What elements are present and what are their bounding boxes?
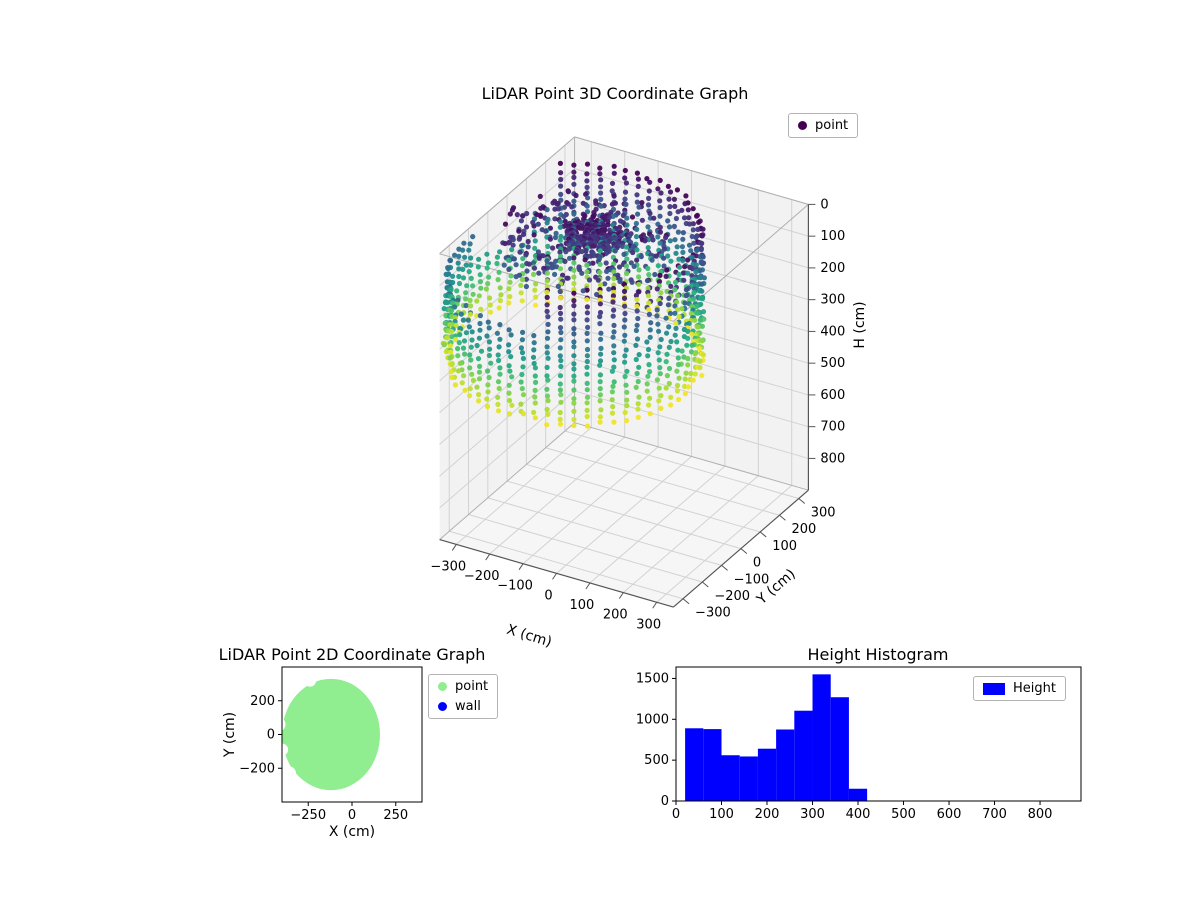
svg-text:300: 300	[811, 506, 836, 521]
svg-text:H (cm): H (cm)	[852, 301, 868, 348]
svg-text:−200: −200	[464, 569, 500, 584]
svg-text:0: 0	[661, 794, 669, 809]
legend-label: point	[455, 679, 489, 694]
plot3d-title: LiDAR Point 3D Coordinate Graph	[481, 84, 749, 103]
svg-text:0: 0	[544, 588, 552, 603]
svg-text:200: 200	[820, 261, 845, 276]
plot2d-legend: point wall	[428, 674, 499, 719]
svg-text:250: 250	[383, 808, 408, 823]
plot2d-canvas: −250 0 250 200 0 −200 X (cm) Y (cm)	[222, 666, 423, 840]
plot2d-title: LiDAR Point 2D Coordinate Graph	[218, 645, 486, 664]
legend-label: Height	[1013, 681, 1056, 696]
svg-text:X (cm): X (cm)	[329, 824, 375, 840]
svg-text:600: 600	[820, 388, 845, 403]
svg-text:1500: 1500	[636, 671, 669, 686]
svg-text:300: 300	[800, 807, 825, 822]
svg-text:−250: −250	[290, 808, 326, 823]
svg-text:Y (cm): Y (cm)	[222, 712, 238, 758]
point-marker-icon	[438, 682, 447, 691]
legend-label: point	[815, 118, 849, 133]
svg-text:0: 0	[820, 197, 828, 212]
point-cloud	[440, 160, 707, 429]
wall-marker-icon	[438, 702, 447, 711]
svg-text:0: 0	[672, 807, 680, 822]
plot3d-legend: point	[788, 113, 859, 138]
svg-text:600: 600	[937, 807, 962, 822]
histogram-legend: Height	[973, 676, 1066, 701]
legend-entry-height: Height	[983, 681, 1056, 696]
point-region	[282, 674, 380, 791]
height-swatch-icon	[983, 682, 1005, 695]
histogram-bars	[685, 674, 868, 801]
svg-text:0: 0	[267, 728, 275, 743]
svg-text:300: 300	[820, 293, 845, 308]
svg-text:−300: −300	[430, 559, 466, 574]
svg-text:800: 800	[820, 451, 845, 466]
plot3d-canvas: −300−200−1000100200300−300−200−100010020…	[430, 136, 868, 651]
svg-text:500: 500	[644, 753, 669, 768]
svg-text:−300: −300	[695, 606, 731, 621]
svg-text:700: 700	[820, 420, 845, 435]
svg-text:400: 400	[846, 807, 871, 822]
svg-text:300: 300	[636, 617, 661, 632]
svg-text:0: 0	[753, 556, 761, 571]
histogram-title: Height Histogram	[807, 645, 949, 664]
svg-text:1000: 1000	[636, 712, 669, 727]
legend-entry-point: point	[438, 679, 488, 694]
svg-text:500: 500	[820, 356, 845, 371]
svg-text:200: 200	[791, 522, 816, 537]
svg-text:200: 200	[603, 608, 628, 623]
svg-text:200: 200	[755, 807, 780, 822]
svg-text:−200: −200	[239, 761, 275, 776]
legend-entry-wall: wall	[438, 699, 488, 714]
svg-text:0: 0	[348, 808, 356, 823]
svg-text:100: 100	[820, 229, 845, 244]
point-marker-icon	[798, 121, 807, 130]
histogram-canvas: 0 100 200 300 400 500 600 700 800 0 500 1000 1500	[636, 666, 1082, 822]
svg-text:200: 200	[250, 694, 275, 709]
svg-text:400: 400	[820, 324, 845, 339]
svg-text:700: 700	[982, 807, 1007, 822]
svg-text:500: 500	[891, 807, 916, 822]
svg-text:−100: −100	[734, 572, 770, 587]
svg-text:800: 800	[1028, 807, 1053, 822]
svg-text:100: 100	[569, 598, 594, 613]
svg-text:−100: −100	[497, 579, 533, 594]
svg-text:−200: −200	[714, 589, 750, 604]
svg-text:100: 100	[709, 807, 734, 822]
legend-label: wall	[455, 699, 481, 714]
svg-text:100: 100	[772, 539, 797, 554]
legend-entry-point: point	[798, 118, 848, 133]
